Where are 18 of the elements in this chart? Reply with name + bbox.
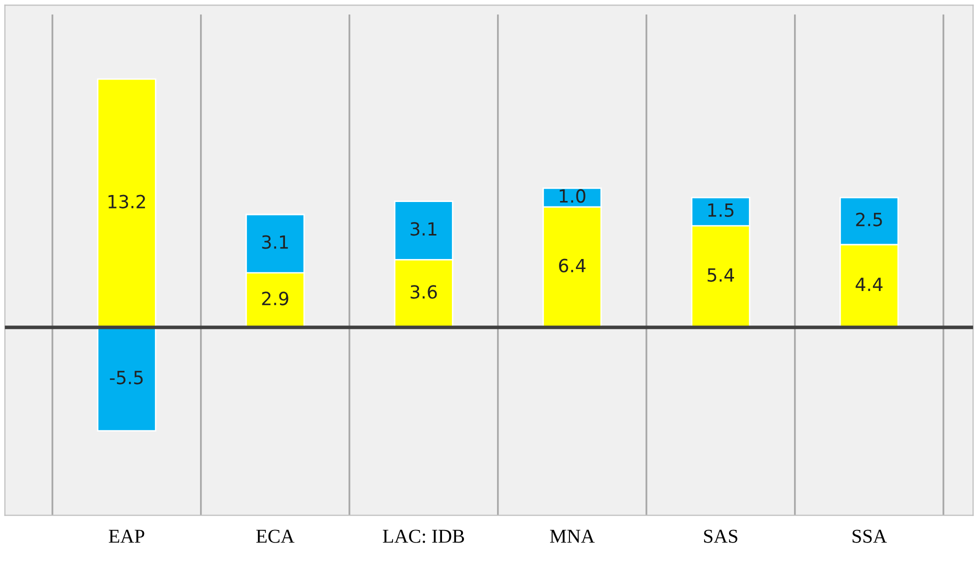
x-tick-label: LAC: IDB bbox=[382, 530, 464, 543]
data-label: 6.4 bbox=[559, 258, 586, 272]
data-label: 2.9 bbox=[262, 292, 288, 306]
data-label: 5.4 bbox=[708, 268, 734, 282]
x-tick-label: ECA bbox=[256, 530, 294, 543]
x-tick-label: MNA bbox=[550, 530, 595, 543]
data-label: 13.2 bbox=[108, 194, 145, 208]
data-label: -5.5 bbox=[110, 370, 143, 384]
data-label: 3.1 bbox=[262, 235, 288, 249]
x-tick-label: SSA bbox=[852, 530, 887, 543]
data-label: 2.5 bbox=[856, 212, 882, 226]
data-label: 3.6 bbox=[410, 285, 437, 299]
data-label: 4.4 bbox=[856, 278, 883, 291]
x-tick-label: SAS bbox=[704, 530, 738, 543]
data-label: 3.1 bbox=[410, 222, 436, 236]
x-tick-label: EAP bbox=[108, 530, 144, 543]
data-label: 1.0 bbox=[560, 189, 586, 203]
data-label: 1.5 bbox=[708, 204, 734, 217]
